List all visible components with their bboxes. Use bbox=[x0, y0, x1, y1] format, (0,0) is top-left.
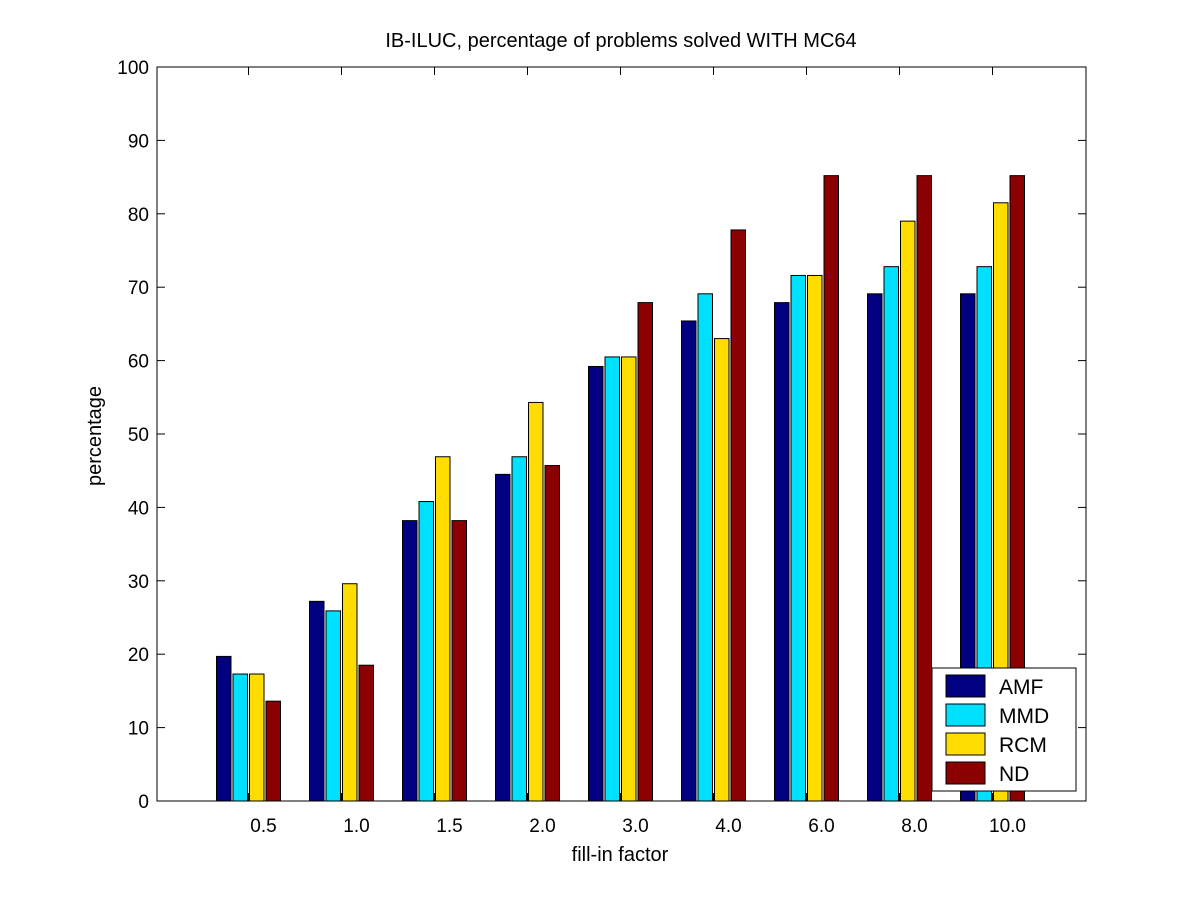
y-tick-label: 80 bbox=[128, 205, 149, 226]
y-tick-label: 40 bbox=[128, 498, 149, 519]
bar-nd-1.0 bbox=[358, 664, 374, 802]
bar-rcm-4.0 bbox=[714, 338, 730, 802]
bar-rcm-8.0 bbox=[900, 220, 916, 802]
legend-label-nd: ND bbox=[999, 763, 1029, 786]
y-tick-label: 60 bbox=[128, 352, 149, 373]
x-tick-label: 2.0 bbox=[529, 816, 555, 837]
x-tick-label: 0.5 bbox=[250, 816, 276, 837]
x-axis-label: fill-in factor bbox=[572, 844, 669, 866]
legend-label-rcm: RCM bbox=[999, 734, 1047, 757]
y-tick-label: 20 bbox=[128, 645, 149, 666]
legend-swatch-nd bbox=[945, 761, 986, 785]
bar-nd-0.5 bbox=[265, 700, 281, 802]
y-tick-label: 100 bbox=[117, 58, 149, 79]
y-tick-label: 50 bbox=[128, 425, 149, 446]
bar-amf-3.0 bbox=[588, 365, 604, 802]
chart-title: IB-ILUC, percentage of problems solved W… bbox=[385, 30, 856, 52]
y-tick-label: 90 bbox=[128, 131, 149, 152]
y-axis-label: percentage bbox=[84, 386, 106, 486]
bar-mmd-0.5 bbox=[232, 673, 248, 802]
bar-rcm-0.5 bbox=[249, 673, 265, 802]
bar-rcm-1.5 bbox=[435, 456, 451, 802]
bar-nd-4.0 bbox=[730, 229, 746, 802]
y-tick-label: 0 bbox=[138, 792, 149, 813]
bar-nd-8.0 bbox=[916, 175, 932, 802]
bar-mmd-10.0 bbox=[976, 266, 992, 802]
bar-mmd-1.5 bbox=[418, 501, 434, 802]
bar-rcm-3.0 bbox=[621, 356, 637, 802]
bar-amf-0.5 bbox=[216, 655, 232, 802]
legend: AMF MMD RCM ND bbox=[931, 667, 1077, 792]
bar-amf-8.0 bbox=[867, 293, 883, 802]
bar-amf-6.0 bbox=[774, 302, 790, 802]
x-tick-label: 3.0 bbox=[622, 816, 648, 837]
x-axis: 0.5 1.0 1.5 2.0 3.0 4.0 6.0 8.0 10.0 bbox=[248, 67, 1026, 837]
x-tick-label: 1.5 bbox=[436, 816, 462, 837]
bar-mmd-4.0 bbox=[697, 293, 713, 802]
bar-amf-2.0 bbox=[495, 473, 511, 802]
bar-rcm-6.0 bbox=[807, 274, 823, 802]
legend-swatch-rcm bbox=[945, 732, 986, 756]
bar-amf-1.5 bbox=[402, 520, 418, 802]
bar-amf-4.0 bbox=[681, 320, 697, 802]
y-tick-label: 30 bbox=[128, 572, 149, 593]
plot-area bbox=[156, 66, 1087, 802]
x-tick-label: 10.0 bbox=[989, 816, 1026, 837]
bar-mmd-8.0 bbox=[883, 266, 899, 802]
bar-nd-10.0 bbox=[1009, 175, 1025, 802]
x-tick-label: 4.0 bbox=[715, 816, 741, 837]
legend-label-mmd: MMD bbox=[999, 705, 1049, 728]
legend-label-amf: AMF bbox=[999, 676, 1043, 699]
bar-nd-1.5 bbox=[451, 520, 467, 802]
bar-amf-1.0 bbox=[309, 600, 325, 802]
bar-nd-2.0 bbox=[544, 465, 560, 802]
legend-swatch-mmd bbox=[945, 703, 986, 727]
bar-nd-3.0 bbox=[637, 302, 653, 802]
legend-swatch-amf bbox=[945, 674, 986, 698]
x-tick-label: 8.0 bbox=[901, 816, 927, 837]
bar-mmd-3.0 bbox=[604, 356, 620, 802]
y-axis: 0 10 20 30 40 50 60 70 80 90 100 bbox=[117, 58, 1086, 813]
bar-mmd-6.0 bbox=[790, 274, 806, 802]
bar-rcm-10.0 bbox=[993, 202, 1009, 802]
bar-nd-6.0 bbox=[823, 175, 839, 802]
y-tick-label: 10 bbox=[128, 719, 149, 740]
bar-mmd-1.0 bbox=[325, 610, 341, 802]
bar-rcm-2.0 bbox=[528, 401, 544, 802]
bar-rcm-1.0 bbox=[342, 583, 358, 802]
x-tick-label: 1.0 bbox=[343, 816, 369, 837]
bar-mmd-2.0 bbox=[511, 456, 527, 802]
y-tick-label: 70 bbox=[128, 278, 149, 299]
x-tick-label: 6.0 bbox=[808, 816, 834, 837]
